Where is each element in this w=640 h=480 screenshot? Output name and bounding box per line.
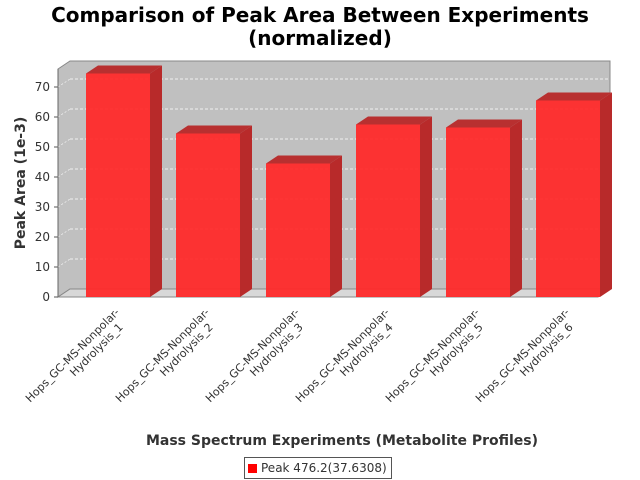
bar: [356, 116, 432, 297]
bar: [446, 119, 522, 297]
bar: [266, 155, 342, 297]
bar-side: [420, 116, 432, 297]
bar-front: [86, 73, 150, 297]
chart-subtitle: (normalized): [248, 26, 392, 50]
bar-front: [446, 127, 510, 297]
legend-swatch: [248, 463, 257, 473]
gridline-side: [57, 108, 71, 118]
legend-label: Peak 476.2(37.6308): [261, 461, 387, 475]
y-tick-label: 20: [35, 230, 50, 244]
bar-front: [266, 163, 330, 297]
gridline-side: [57, 198, 71, 208]
gridline-side: [57, 228, 71, 238]
bar-top: [176, 125, 252, 134]
legend[interactable]: Peak 476.2(37.6308): [244, 457, 392, 479]
bar-side: [240, 125, 252, 297]
bar: [176, 125, 252, 297]
bar: [86, 65, 162, 297]
y-tick-label: 60: [35, 110, 50, 124]
gridline-side: [57, 168, 71, 178]
chart-title: Comparison of Peak Area Between Experime…: [51, 3, 589, 27]
bar-side: [600, 92, 612, 297]
bar-top: [86, 65, 162, 74]
x-axis-label: Mass Spectrum Experiments (Metabolite Pr…: [146, 433, 538, 449]
bar-top: [536, 92, 612, 101]
bar-top: [266, 155, 342, 164]
y-axis-label: Peak Area (1e-3): [13, 117, 29, 250]
gridline-side: [57, 78, 71, 88]
bar-front: [176, 133, 240, 297]
bar-top: [446, 119, 522, 128]
bar-side: [330, 155, 342, 297]
bar-side: [510, 119, 522, 297]
gridline-side: [57, 258, 71, 268]
y-tick-label: 70: [35, 80, 50, 94]
y-tick-label: 50: [35, 140, 50, 154]
gridline-side: [57, 138, 71, 148]
bar-front: [356, 124, 420, 297]
bar-side: [150, 65, 162, 297]
y-tick-label: 40: [35, 170, 50, 184]
y-tick-label: 10: [35, 260, 50, 274]
bar-top: [356, 116, 432, 125]
bar: [536, 92, 612, 297]
y-tick-label: 0: [42, 290, 50, 304]
y-tick-label: 30: [35, 200, 50, 214]
x-tick-label: Hops_GC-MS-Nonpolar-Hydrolysis_6: [473, 306, 581, 414]
bar-front: [536, 100, 600, 297]
